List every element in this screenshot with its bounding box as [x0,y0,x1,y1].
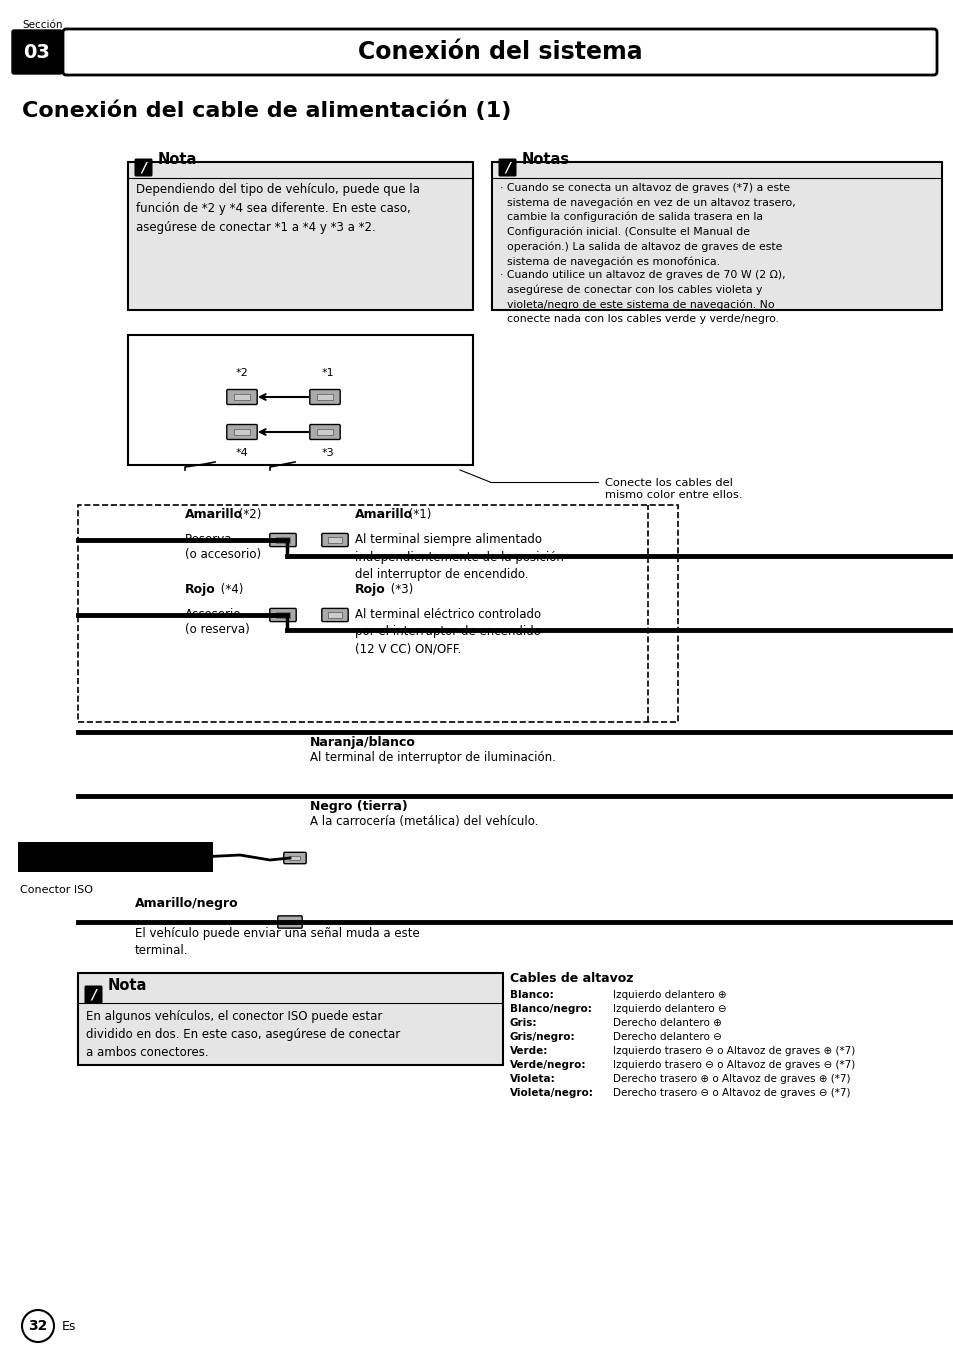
Text: Cables de altavoz: Cables de altavoz [510,972,633,986]
Text: Nota: Nota [158,151,197,166]
FancyBboxPatch shape [310,425,340,439]
Text: *2: *2 [235,368,248,379]
Text: *4: *4 [235,448,248,458]
Text: (o accesorio): (o accesorio) [185,548,261,561]
FancyBboxPatch shape [227,389,257,404]
Text: /: / [91,987,96,1002]
FancyBboxPatch shape [85,986,102,1003]
Text: · Cuando utilice un altavoz de graves de 70 W (2 Ω),
  asegúrese de conectar con: · Cuando utilice un altavoz de graves de… [499,270,785,323]
FancyBboxPatch shape [270,608,295,622]
Text: Al terminal siempre alimentado
independientemente de la posición
del interruptor: Al terminal siempre alimentado independi… [355,533,563,581]
FancyBboxPatch shape [63,28,936,74]
Bar [328,612,341,618]
FancyBboxPatch shape [310,389,340,404]
Text: Izquierdo trasero ⊖ o Altavoz de graves ⊖ (*7): Izquierdo trasero ⊖ o Altavoz de graves … [613,1060,854,1069]
Text: /: / [141,161,146,174]
Bar [78,973,502,1065]
FancyBboxPatch shape [134,158,152,177]
Text: Nota: Nota [108,979,147,994]
Text: Izquierdo delantero ⊖: Izquierdo delantero ⊖ [613,1005,726,1014]
Bar [289,856,300,860]
Bar [128,335,473,465]
Bar [328,537,341,542]
Bar [276,612,290,618]
Text: Conector ISO: Conector ISO [20,886,92,895]
Text: En algunos vehículos, el conector ISO puede estar
dividido en dos. En este caso,: En algunos vehículos, el conector ISO pu… [86,1010,400,1059]
Text: Amarillo/negro: Amarillo/negro [135,896,238,910]
Text: Dependiendo del tipo de vehículo, puede que la
función de *2 y *4 sea diferente.: Dependiendo del tipo de vehículo, puede … [136,183,419,234]
Text: (*1): (*1) [405,508,431,521]
FancyBboxPatch shape [498,158,516,177]
Text: Es: Es [62,1320,76,1333]
Text: Gris/negro:: Gris/negro: [510,1032,575,1042]
Text: (*4): (*4) [216,583,243,596]
Text: Derecho delantero ⊕: Derecho delantero ⊕ [613,1018,721,1028]
Circle shape [22,1310,54,1343]
Text: (*3): (*3) [387,583,413,596]
Text: Reserva: Reserva [185,533,233,546]
Text: El vehículo puede enviar una señal muda a este
terminal.: El vehículo puede enviar una señal muda … [135,927,419,957]
FancyBboxPatch shape [12,30,62,74]
Bar [18,842,213,872]
Text: Derecho delantero ⊖: Derecho delantero ⊖ [613,1032,721,1042]
FancyBboxPatch shape [277,915,302,929]
Text: Blanco:: Blanco: [510,990,553,1000]
Text: Al terminal de interruptor de iluminación.: Al terminal de interruptor de iluminació… [310,750,556,764]
Text: Accesorio: Accesorio [185,608,241,621]
Text: Conexión del cable de alimentación (1): Conexión del cable de alimentación (1) [22,100,511,120]
Text: 32: 32 [29,1320,48,1333]
FancyBboxPatch shape [283,852,306,864]
Text: 03: 03 [24,42,51,61]
Bar [78,506,678,722]
Text: Derecho trasero ⊕ o Altavoz de graves ⊕ (*7): Derecho trasero ⊕ o Altavoz de graves ⊕ … [613,1073,850,1084]
Text: Verde/negro:: Verde/negro: [510,1060,586,1069]
Text: Violeta/negro:: Violeta/negro: [510,1088,594,1098]
Text: Al terminal eléctrico controlado
por el interruptor de encendido
(12 V CC) ON/OF: Al terminal eléctrico controlado por el … [355,608,540,656]
Text: (*2): (*2) [234,508,261,521]
Text: Rojo: Rojo [355,583,385,596]
Text: Notas: Notas [521,151,570,166]
FancyBboxPatch shape [321,608,348,622]
Text: · Cuando se conecta un altavoz de graves (*7) a este
  sistema de navegación en : · Cuando se conecta un altavoz de graves… [499,183,795,266]
Text: Negro (tierra): Negro (tierra) [310,800,407,813]
Text: Conexión del sistema: Conexión del sistema [357,41,641,64]
Bar [317,429,333,435]
Bar [234,393,250,400]
Text: Conecte los cables del
mismo color entre ellos.: Conecte los cables del mismo color entre… [604,479,741,500]
Text: (o reserva): (o reserva) [185,623,250,635]
Text: Izquierdo trasero ⊖ o Altavoz de graves ⊕ (*7): Izquierdo trasero ⊖ o Altavoz de graves … [613,1046,854,1056]
Bar [234,429,250,435]
FancyBboxPatch shape [321,534,348,546]
Bar [276,537,290,542]
Text: Blanco/negro:: Blanco/negro: [510,1005,591,1014]
Bar [284,919,295,925]
Text: Derecho trasero ⊖ o Altavoz de graves ⊖ (*7): Derecho trasero ⊖ o Altavoz de graves ⊖ … [613,1088,850,1098]
Text: *3: *3 [321,448,334,458]
Text: Amarillo: Amarillo [185,508,243,521]
Text: Amarillo: Amarillo [355,508,413,521]
Text: Verde:: Verde: [510,1046,548,1056]
FancyBboxPatch shape [270,534,295,546]
Bar [317,393,333,400]
Bar [128,162,473,310]
Text: Gris:: Gris: [510,1018,537,1028]
Text: Naranja/blanco: Naranja/blanco [310,735,416,749]
Text: Violeta:: Violeta: [510,1073,556,1084]
Text: Izquierdo delantero ⊕: Izquierdo delantero ⊕ [613,990,726,1000]
Text: Rojo: Rojo [185,583,215,596]
Text: Sección: Sección [22,20,63,30]
Bar [492,162,941,310]
FancyBboxPatch shape [227,425,257,439]
Text: *1: *1 [321,368,334,379]
Text: A la carrocería (metálica) del vehículo.: A la carrocería (metálica) del vehículo. [310,815,537,827]
Text: /: / [504,161,510,174]
